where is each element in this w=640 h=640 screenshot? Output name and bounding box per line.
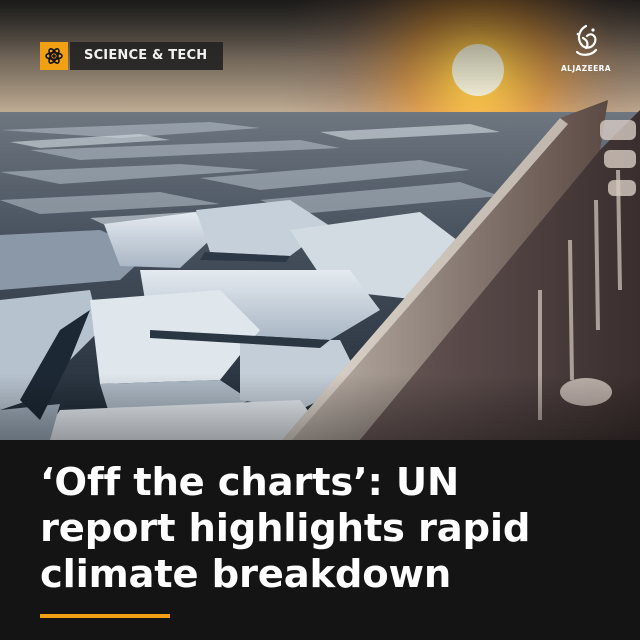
logo-wordmark: ALJAZEERA [560, 64, 612, 73]
accent-underline [40, 614, 170, 618]
sea-ice-photo [0, 0, 640, 440]
atom-icon [40, 42, 68, 70]
al-jazeera-logo: ALJAZEERA [560, 22, 612, 80]
headline-panel: ‘Off the charts’: UN report highlights r… [0, 440, 640, 640]
category-label: SCIENCE & TECH [70, 42, 224, 70]
category-badge[interactable]: SCIENCE & TECH [40, 42, 224, 70]
al-jazeera-calligraphy-icon [575, 24, 598, 56]
hero-photo [0, 0, 640, 440]
headline-line-1: ‘Off the charts’: UN [40, 460, 460, 505]
headline[interactable]: ‘Off the charts’: UN report highlights r… [40, 460, 610, 598]
headline-line-3: climate breakdown [40, 552, 452, 597]
headline-line-2: report highlights rapid [40, 506, 531, 551]
